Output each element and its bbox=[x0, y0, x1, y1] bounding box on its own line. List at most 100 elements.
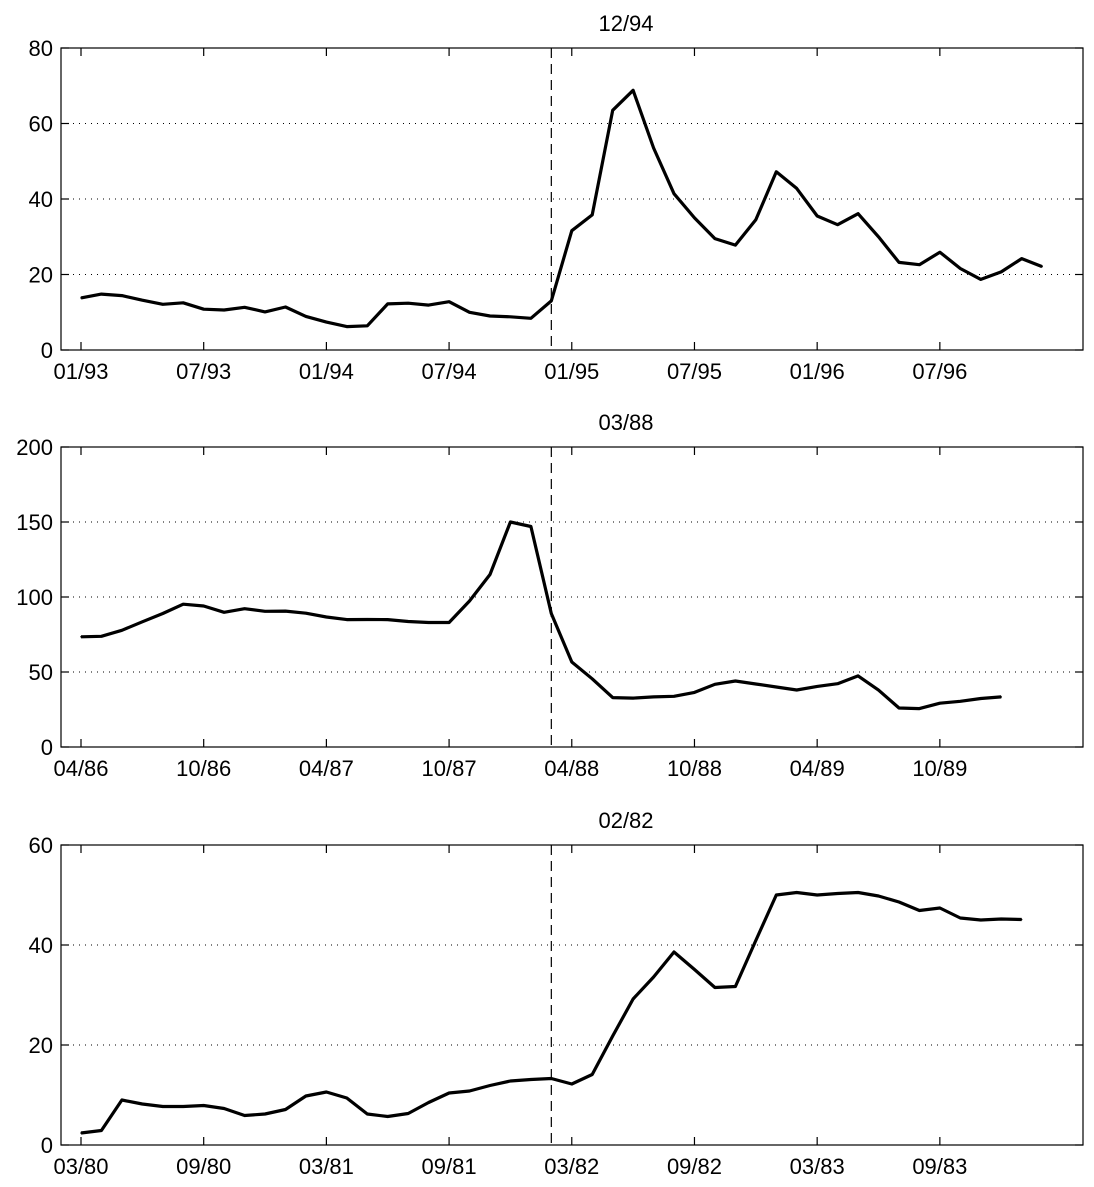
data-point bbox=[570, 229, 573, 232]
data-point bbox=[775, 686, 778, 688]
data-point bbox=[816, 685, 818, 688]
data-point bbox=[243, 1114, 246, 1117]
x-tick-label: 09/83 bbox=[912, 1154, 967, 1179]
y-tick-label: 0 bbox=[41, 735, 53, 760]
y-tick-label: 60 bbox=[29, 833, 53, 858]
data-point bbox=[264, 311, 266, 313]
data-point bbox=[795, 891, 798, 894]
data-point bbox=[857, 212, 859, 215]
x-tick-label: 10/88 bbox=[667, 756, 722, 781]
data-point bbox=[898, 707, 900, 709]
data-point bbox=[836, 892, 839, 895]
data-point bbox=[1000, 271, 1003, 273]
y-tick-label: 40 bbox=[29, 187, 53, 212]
data-point bbox=[325, 1091, 328, 1093]
data-point bbox=[591, 677, 594, 680]
data-point bbox=[366, 618, 369, 621]
data-point bbox=[755, 218, 757, 221]
data-point bbox=[693, 217, 696, 219]
data-point bbox=[898, 261, 900, 264]
x-tick-label: 04/87 bbox=[299, 756, 354, 781]
data-point bbox=[509, 1080, 512, 1082]
data-point bbox=[386, 1115, 389, 1118]
data-point bbox=[100, 1129, 103, 1132]
data-point bbox=[632, 89, 634, 92]
data-point bbox=[836, 682, 839, 685]
y-tick-label: 0 bbox=[41, 1133, 53, 1158]
y-tick-label: 80 bbox=[29, 36, 53, 61]
data-point bbox=[898, 901, 900, 903]
axes-frame bbox=[60, 844, 1084, 1146]
x-tick-label: 07/96 bbox=[912, 359, 967, 384]
data-point bbox=[1020, 918, 1023, 921]
data-point bbox=[223, 1107, 225, 1110]
data-point bbox=[141, 620, 144, 623]
data-point bbox=[346, 325, 348, 328]
data-point bbox=[407, 620, 409, 623]
data-point bbox=[182, 603, 185, 605]
data-point bbox=[591, 1073, 594, 1076]
data-point bbox=[468, 600, 471, 602]
data-point bbox=[673, 951, 675, 953]
data-point bbox=[366, 1113, 369, 1115]
data-point bbox=[652, 696, 655, 698]
data-point bbox=[1020, 257, 1023, 260]
data-point bbox=[734, 680, 737, 682]
data-point bbox=[755, 683, 757, 685]
data-point bbox=[673, 192, 675, 195]
data-point bbox=[1041, 265, 1043, 268]
data-point bbox=[161, 1105, 164, 1108]
data-point bbox=[530, 525, 532, 528]
data-point bbox=[550, 612, 553, 615]
chart-title: 03/88 bbox=[598, 410, 653, 435]
data-point bbox=[243, 306, 246, 309]
data-point bbox=[427, 621, 430, 624]
x-tick-label: 10/86 bbox=[176, 756, 231, 781]
data-point bbox=[939, 907, 941, 909]
data-point bbox=[734, 244, 737, 246]
data-point bbox=[427, 304, 430, 306]
x-tick-label: 04/86 bbox=[53, 756, 108, 781]
data-point bbox=[939, 702, 941, 704]
data-point bbox=[427, 1101, 430, 1104]
y-tick-label: 200 bbox=[16, 435, 53, 460]
chart-panel-2: 0 50 100 150 200 04/86 10/86 04/87 10/87 04/88 10/… bbox=[16, 410, 1084, 781]
data-point bbox=[959, 267, 962, 270]
x-tick-label: 03/83 bbox=[790, 1154, 845, 1179]
data-point bbox=[530, 317, 532, 320]
data-point bbox=[141, 299, 144, 301]
y-tick-label: 40 bbox=[29, 933, 53, 958]
data-point bbox=[264, 1113, 266, 1115]
data-point bbox=[80, 297, 82, 299]
data-point bbox=[386, 303, 389, 305]
data-point bbox=[100, 635, 103, 638]
data-point bbox=[632, 998, 634, 1000]
data-point bbox=[346, 1097, 348, 1099]
data-point bbox=[959, 700, 962, 703]
data-point bbox=[264, 610, 266, 613]
data-point bbox=[979, 919, 982, 921]
data-point bbox=[570, 1083, 573, 1085]
data-point bbox=[161, 303, 164, 306]
data-point bbox=[918, 263, 921, 266]
data-point bbox=[918, 909, 921, 912]
y-tick-label: 150 bbox=[16, 510, 53, 535]
data-point bbox=[857, 891, 859, 894]
data-point bbox=[714, 986, 716, 989]
x-tick-label: 07/95 bbox=[667, 359, 722, 384]
data-point bbox=[407, 1112, 409, 1115]
data-point bbox=[407, 302, 409, 304]
data-point bbox=[979, 278, 982, 281]
data-point bbox=[202, 1104, 205, 1107]
x-tick-label: 01/96 bbox=[790, 359, 845, 384]
data-point bbox=[284, 1108, 287, 1111]
x-tick-label: 04/88 bbox=[544, 756, 599, 781]
x-tick-label: 10/87 bbox=[422, 756, 477, 781]
chart-title: 02/82 bbox=[598, 808, 653, 833]
data-point bbox=[509, 521, 512, 523]
data-point bbox=[1000, 696, 1003, 698]
data-point bbox=[80, 635, 82, 638]
data-point bbox=[448, 621, 450, 624]
